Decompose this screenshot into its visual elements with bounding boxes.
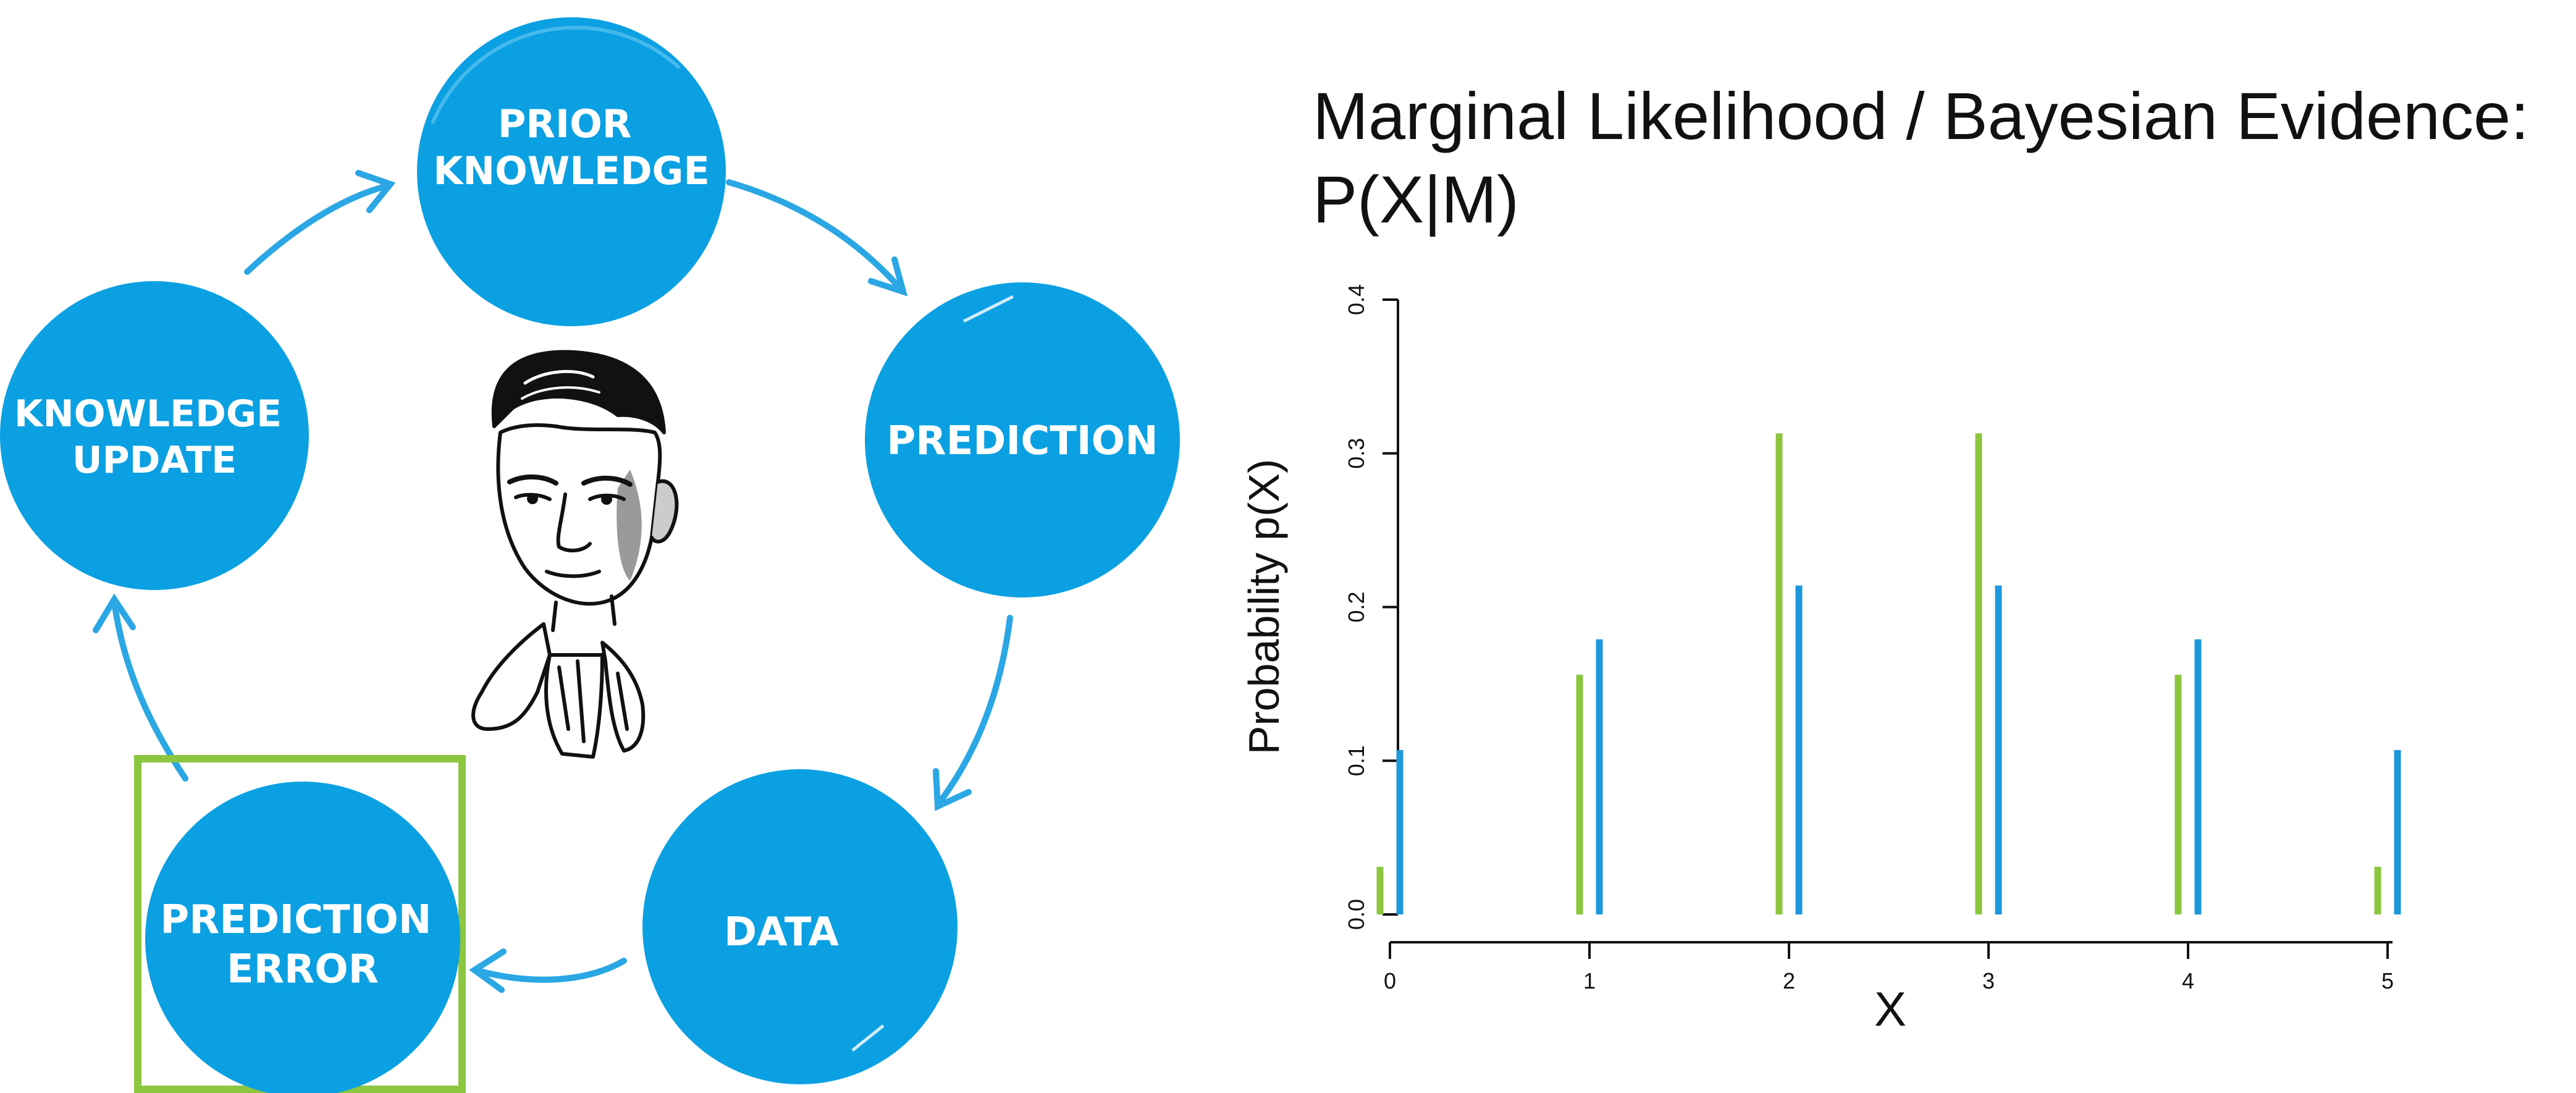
portrait-hair xyxy=(491,350,666,434)
node-circle xyxy=(642,769,958,1084)
node-circle xyxy=(417,17,726,326)
y-axis-label: Probability p(X) xyxy=(1240,459,1288,755)
chart-title-line: Marginal Likelihood / Bayesian Evidence: xyxy=(1313,78,2529,153)
portrait-eyebrow xyxy=(507,475,558,486)
node-label: KNOWLEDGE UPDATE xyxy=(14,392,295,482)
node-sketch-stroke xyxy=(962,295,1014,323)
portrait-face xyxy=(496,423,662,606)
portrait-collar xyxy=(544,653,604,759)
node-label: PRIOR KNOWLEDGE xyxy=(433,101,710,193)
portrait-eyebrow xyxy=(581,476,633,487)
node-label: DATA xyxy=(724,909,839,955)
marginal-likelihood-chart: Marginal Likelihood / Bayesian Evidence:… xyxy=(1240,78,2548,1036)
bayesian-learning-cycle: PRIOR KNOWLEDGE PREDICTION DATA PREDICTI… xyxy=(0,17,1180,1093)
x-tick-label: 1 xyxy=(1583,968,1596,994)
portrait-ear xyxy=(650,479,679,544)
arrow-prediction-to-data xyxy=(936,615,1013,806)
node-prior-knowledge: PRIOR KNOWLEDGE xyxy=(417,17,726,326)
node-circle xyxy=(0,281,309,590)
node-label: PREDICTION ERROR xyxy=(160,897,445,992)
y-tick-label: 0.3 xyxy=(1344,438,1369,469)
arrow-head-error-to-update xyxy=(93,593,136,633)
x-tick-label: 4 xyxy=(2182,968,2194,994)
portrait-illustration-icon xyxy=(471,350,679,759)
x-tick-label: 5 xyxy=(2381,968,2394,994)
arrow-error-to-update xyxy=(111,599,188,782)
portrait-mouth xyxy=(545,570,601,578)
portrait-pupil xyxy=(601,494,612,505)
arrow-update-to-prior xyxy=(244,182,392,275)
node-sketch-stroke xyxy=(851,1024,885,1052)
x-tick-label: 2 xyxy=(1783,968,1795,994)
y-tick-label: 0.4 xyxy=(1344,284,1369,315)
x-axis-label: X xyxy=(1874,982,1906,1036)
portrait-nose xyxy=(556,492,592,552)
portrait-pupil xyxy=(527,493,538,504)
node-circle xyxy=(865,282,1180,597)
node-prediction-error: PREDICTION ERROR xyxy=(145,782,460,1093)
arrow-head-prior-to-prediction xyxy=(868,256,908,297)
x-tick-label: 3 xyxy=(1982,968,1995,994)
portrait-collar xyxy=(471,622,552,731)
node-sketch-stroke xyxy=(431,25,681,125)
arrow-head-prediction-to-data xyxy=(933,768,972,811)
arrow-data-to-error xyxy=(473,958,627,983)
y-tick-label: 0.2 xyxy=(1344,591,1369,622)
y-axis-ticks: 0.0 0.1 0.2 0.3 0.4 xyxy=(1344,284,1398,930)
portrait-collar-fold xyxy=(557,659,629,743)
node-knowledge-update: KNOWLEDGE UPDATE xyxy=(0,281,309,590)
chart-title-line: P(X|M) xyxy=(1313,162,1519,237)
node-label: PREDICTION xyxy=(886,418,1158,464)
node-circle xyxy=(145,782,460,1093)
arrow-prior-to-prediction xyxy=(726,179,905,293)
portrait-neck xyxy=(551,594,617,632)
portrait-hair-highlight xyxy=(523,369,595,385)
x-axis-ticks: 0 1 2 3 4 5 xyxy=(1384,942,2394,994)
arrow-head-data-to-error xyxy=(469,948,507,993)
portrait-hair-highlight xyxy=(521,386,600,400)
arrow-head-update-to-prior xyxy=(355,170,396,213)
chart-title: Marginal Likelihood / Bayesian Evidence:… xyxy=(1313,78,2548,237)
y-tick-label: 0.1 xyxy=(1344,745,1369,776)
node-data: DATA xyxy=(642,769,958,1084)
x-tick-label: 0 xyxy=(1384,968,1396,994)
node-prediction: PREDICTION xyxy=(865,282,1180,597)
chart-bars xyxy=(1376,433,2401,914)
y-tick-label: 0.0 xyxy=(1344,899,1369,930)
